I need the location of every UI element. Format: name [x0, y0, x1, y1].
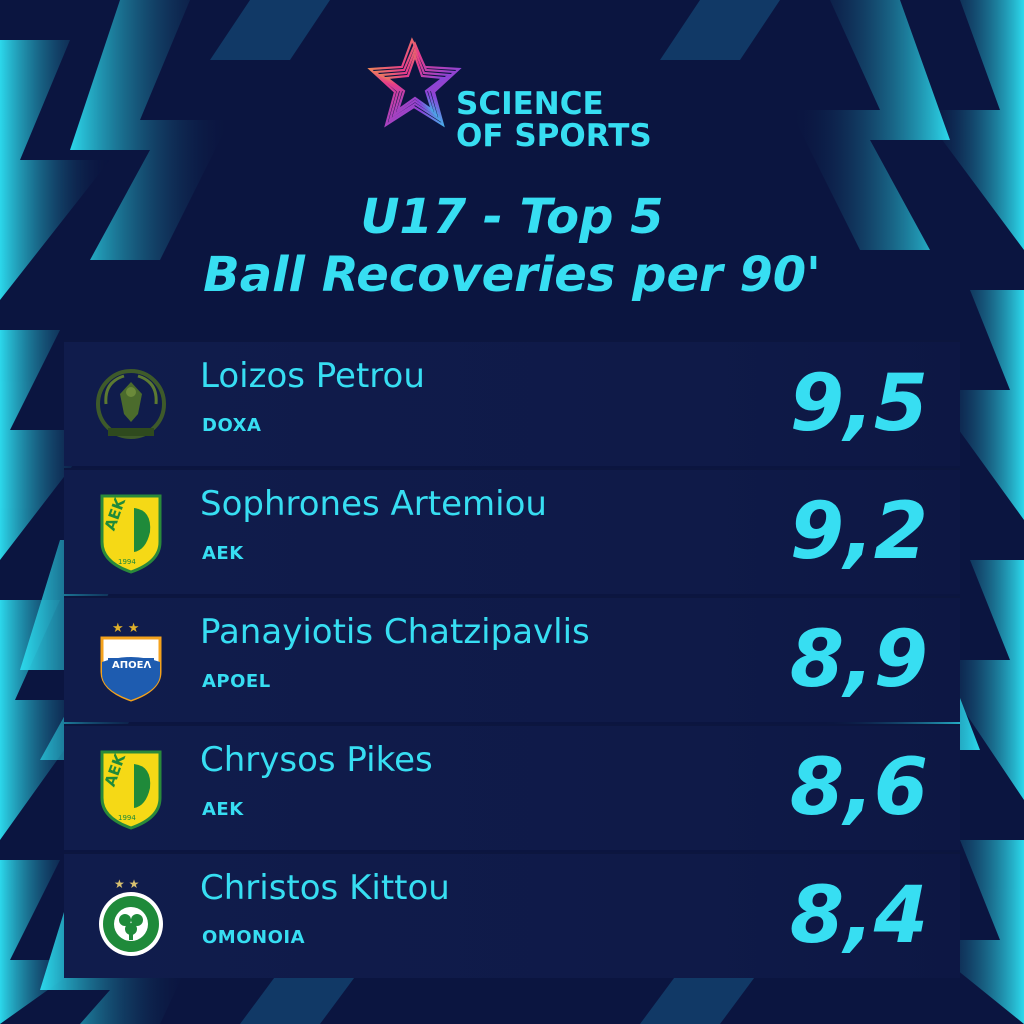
player-value: 8,4	[789, 871, 928, 961]
brand-line-1: SCIENCE	[456, 86, 604, 122]
svg-text:ΑΠΟΕΛ: ΑΠΟΕΛ	[112, 660, 151, 671]
apoel-crest-icon: ★ ★ ΑΠΟΕΛ	[100, 621, 162, 702]
player-name: Loizos Petrou	[200, 356, 425, 396]
list-item: ★ ★ Christos Kittou OMONOIA 8,4	[64, 852, 960, 978]
player-name: Panayiotis Chatzipavlis	[200, 612, 590, 652]
svg-text:1994: 1994	[118, 558, 136, 566]
svg-text:★ ★: ★ ★	[112, 621, 139, 636]
aek-crest-icon: AEK 1994	[100, 494, 162, 574]
star-logo-icon	[367, 37, 462, 128]
omonoia-crest-icon: ★ ★	[99, 877, 163, 956]
svg-text:★ ★: ★ ★	[114, 877, 139, 891]
list-item: Loizos Petrou DOXA 9,5	[64, 340, 960, 466]
doxa-crest-icon	[96, 369, 166, 439]
list-item: AEK 1994 Chrysos Pikes AEK 8,6	[64, 724, 960, 850]
title-line-1: U17 - Top 5	[360, 189, 664, 245]
player-club: DOXA	[202, 415, 262, 436]
player-value: 9,2	[789, 487, 928, 577]
player-name: Christos Kittou	[200, 868, 450, 908]
aek-crest-icon: AEK 1994	[100, 750, 162, 830]
list-item: AEK 1994 Sophrones Artemiou AEK 9,2	[64, 468, 960, 594]
player-club: OMONOIA	[202, 927, 306, 948]
page-title: U17 - Top 5 Ball Recoveries per 90'	[0, 188, 1024, 304]
brand-name: SCIENCE OF SPORTS	[456, 88, 652, 152]
svg-text:1994: 1994	[118, 814, 136, 822]
player-value: 8,9	[789, 615, 928, 705]
player-value: 9,5	[789, 359, 928, 449]
player-value: 8,6	[789, 743, 928, 833]
player-club: AEK	[202, 799, 244, 820]
player-name: Sophrones Artemiou	[200, 484, 547, 524]
brand-line-2: OF SPORTS	[456, 118, 652, 154]
player-club: AEK	[202, 543, 244, 564]
ranking-list: Loizos Petrou DOXA 9,5 AEK 1994 Sophrone…	[64, 340, 960, 980]
player-club: APOEL	[202, 671, 271, 692]
list-item: ★ ★ ΑΠΟΕΛ Panayiotis Chatzipavlis APOEL …	[64, 596, 960, 722]
science-of-sports-logo: SCIENCE OF SPORTS	[360, 36, 670, 166]
title-line-2: Ball Recoveries per 90'	[203, 247, 821, 303]
player-name: Chrysos Pikes	[200, 740, 433, 780]
